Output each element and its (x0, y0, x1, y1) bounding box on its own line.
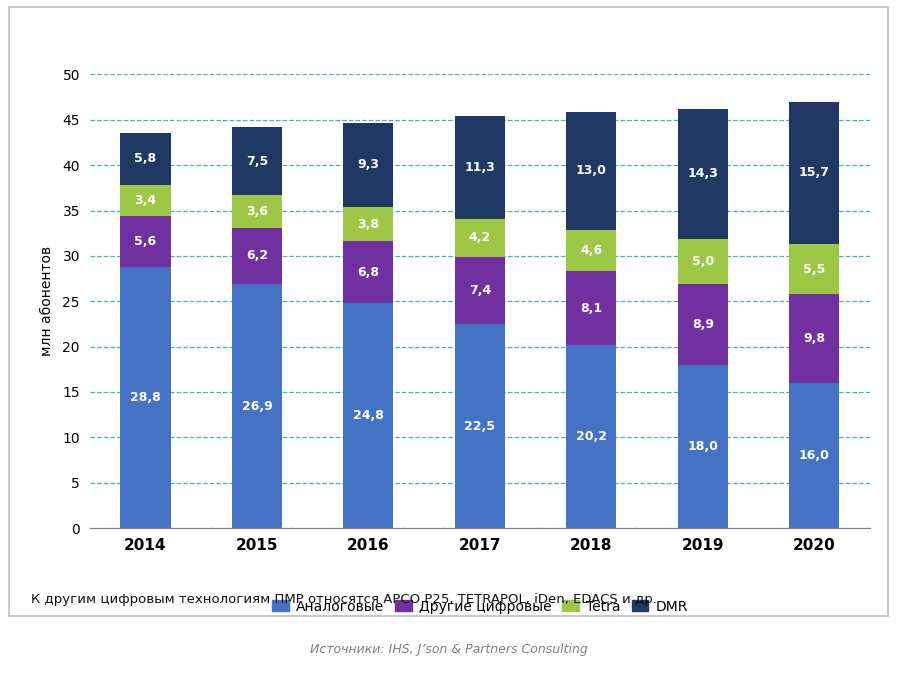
Text: 8,1: 8,1 (580, 301, 603, 315)
Legend: Аналоговые, Другие цифровые, Tetra, DMR: Аналоговые, Другие цифровые, Tetra, DMR (266, 594, 693, 619)
Text: 6,8: 6,8 (357, 266, 379, 279)
Text: 8,9: 8,9 (692, 318, 714, 331)
Text: 18,0: 18,0 (687, 440, 718, 453)
Bar (789, 102, 840, 244)
Text: 3,6: 3,6 (246, 205, 268, 218)
Bar (789, 244, 840, 294)
Text: 13,0: 13,0 (576, 164, 606, 177)
Bar (789, 383, 840, 528)
Text: 24,8: 24,8 (353, 409, 384, 422)
Text: 5,8: 5,8 (135, 152, 156, 165)
Text: 7,4: 7,4 (469, 284, 491, 297)
Text: 3,4: 3,4 (135, 194, 156, 207)
Bar (566, 271, 616, 345)
Bar (678, 109, 728, 239)
Bar (455, 116, 505, 219)
Text: К другим цифровым технологиям ПМР относятся APCO P25, TETRAPOL, iDen, EDACS и др: К другим цифровым технологиям ПМР относя… (31, 592, 658, 606)
Text: 28,8: 28,8 (130, 391, 161, 404)
Text: 16,0: 16,0 (799, 449, 830, 462)
Bar (789, 294, 840, 383)
Bar (344, 303, 394, 528)
Bar (566, 230, 616, 271)
Y-axis label: млн абонентов: млн абонентов (40, 246, 54, 356)
Text: Рис. 1. Абонентская  база ПМР в мире в разбивке по технологиям, 2014–2020 гг.: Рис. 1. Абонентская база ПМР в мире в ра… (22, 31, 772, 47)
Bar (120, 216, 170, 267)
Bar (231, 195, 282, 227)
Text: 15,7: 15,7 (799, 167, 830, 179)
Text: 11,3: 11,3 (465, 161, 495, 174)
Text: Источники: IHS, J’son & Partners Consulting: Источники: IHS, J’son & Partners Consult… (309, 643, 588, 657)
Text: 4,2: 4,2 (469, 232, 491, 244)
Bar (678, 239, 728, 284)
Text: 4,6: 4,6 (580, 244, 603, 257)
Bar (678, 284, 728, 365)
Bar (344, 242, 394, 303)
Bar (120, 267, 170, 528)
Text: 9,8: 9,8 (804, 332, 825, 345)
Bar (455, 219, 505, 257)
Bar (455, 257, 505, 324)
Text: 6,2: 6,2 (246, 249, 268, 263)
Bar (566, 112, 616, 230)
Bar (344, 207, 394, 242)
Bar (120, 133, 170, 185)
Bar (344, 123, 394, 207)
Bar (455, 324, 505, 528)
Text: 7,5: 7,5 (246, 154, 268, 168)
Text: 5,6: 5,6 (135, 235, 156, 248)
Text: 3,8: 3,8 (357, 217, 379, 231)
Bar (231, 227, 282, 284)
Bar (566, 345, 616, 528)
Text: 26,9: 26,9 (241, 399, 273, 412)
Text: 14,3: 14,3 (687, 167, 718, 180)
Bar (120, 185, 170, 216)
Text: 22,5: 22,5 (465, 420, 495, 433)
Text: 9,3: 9,3 (357, 158, 379, 171)
Text: 5,0: 5,0 (692, 255, 714, 268)
Text: 5,5: 5,5 (803, 263, 825, 276)
Bar (231, 284, 282, 528)
Bar (678, 365, 728, 528)
Text: 20,2: 20,2 (576, 430, 607, 443)
Bar (231, 127, 282, 195)
